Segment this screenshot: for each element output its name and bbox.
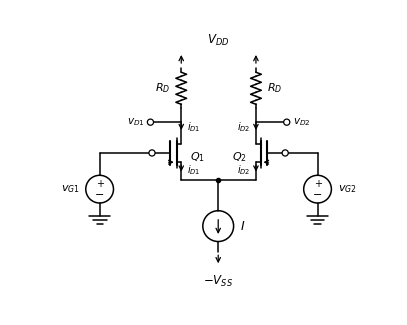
Text: +: + [96,179,104,189]
Text: −: − [95,190,104,200]
Text: $V_{DD}$: $V_{DD}$ [207,33,230,48]
Text: −: − [313,190,322,200]
Text: $i_{D1}$: $i_{D1}$ [187,121,200,135]
Circle shape [149,150,155,156]
Text: +: + [313,179,322,189]
Text: $i_{D2}$: $i_{D2}$ [237,163,251,177]
Text: $v_{D1}$: $v_{D1}$ [127,116,144,128]
Text: $v_{G1}$: $v_{G1}$ [61,183,80,195]
Text: $v_{D2}$: $v_{D2}$ [293,116,311,128]
Text: $i_{D2}$: $i_{D2}$ [237,121,251,135]
Text: $R_D$: $R_D$ [155,81,171,95]
Text: $Q_1$: $Q_1$ [190,150,206,164]
Text: $i_{D1}$: $i_{D1}$ [187,163,200,177]
Text: $-V_{SS}$: $-V_{SS}$ [203,274,233,289]
Text: $v_{G2}$: $v_{G2}$ [337,183,356,195]
Circle shape [284,119,290,125]
Text: $R_D$: $R_D$ [267,81,282,95]
Circle shape [282,150,288,156]
Text: $I$: $I$ [240,220,245,233]
Circle shape [147,119,153,125]
Text: $Q_2$: $Q_2$ [232,150,247,164]
